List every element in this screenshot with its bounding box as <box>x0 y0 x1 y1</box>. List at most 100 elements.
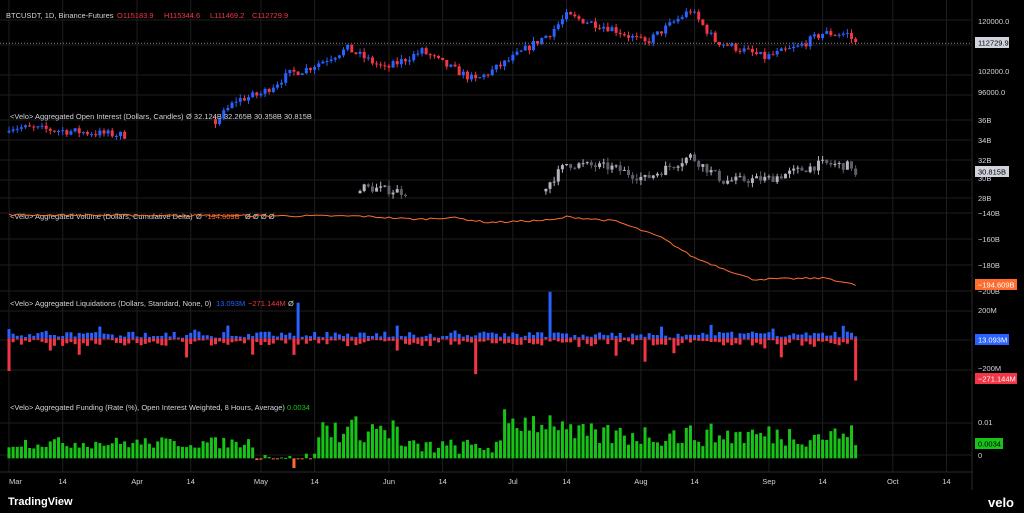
price-candle <box>255 92 259 96</box>
funding-bar <box>556 430 560 459</box>
x-tick-label: 14 <box>187 477 195 486</box>
liq-long-bar <box>441 336 445 339</box>
funding-bar <box>854 445 858 459</box>
footer-bar <box>0 491 1024 513</box>
liq-long-bar <box>346 333 350 339</box>
liq-short-bar <box>24 338 28 341</box>
funding-bar <box>172 440 176 459</box>
x-tick-label: 14 <box>942 477 950 486</box>
liq-short-bar <box>366 338 370 342</box>
liq-short-bar <box>779 338 783 358</box>
liq-long-bar <box>131 331 135 339</box>
funding-bar <box>346 426 350 459</box>
liq-legend-title: <Velo> Aggregated Liquidations (Dollars,… <box>10 299 212 308</box>
oi-last-badge <box>975 166 1009 177</box>
price-candle <box>399 59 403 65</box>
price-candle <box>577 16 581 19</box>
price-candle <box>57 130 61 132</box>
liq-long-bar <box>775 336 779 339</box>
price-candle <box>651 34 655 43</box>
funding-bar <box>358 440 362 459</box>
liq-short-bar <box>176 338 180 340</box>
liq-short-bar <box>48 338 52 351</box>
price-candle <box>841 33 845 35</box>
velo-logo[interactable]: velo <box>987 495 1014 510</box>
liq-short-bar <box>19 338 23 345</box>
liq-long-bar <box>511 332 515 339</box>
liq-long-bar <box>812 333 816 339</box>
liq-short-bar <box>465 338 469 342</box>
price-candle <box>288 69 292 74</box>
funding-bar <box>197 447 201 459</box>
funding-bar <box>7 447 11 459</box>
funding-bar <box>304 453 308 459</box>
price-candle <box>816 34 820 39</box>
liq-short-bar <box>238 338 242 341</box>
funding-bar <box>693 440 697 459</box>
funding-bar <box>478 448 482 459</box>
oi-tick-label: 30B <box>978 174 991 183</box>
liq-long-bar <box>788 335 792 339</box>
liq-short-bar <box>57 338 61 340</box>
price-candle <box>655 31 659 35</box>
price-candle <box>511 54 515 61</box>
funding-bar <box>275 458 279 460</box>
oi-candle <box>721 180 725 184</box>
price-candle <box>441 57 445 60</box>
oi-candle <box>602 162 606 164</box>
funding-bar <box>424 442 428 459</box>
liq-long-bar <box>197 331 201 339</box>
funding-bar <box>457 453 461 459</box>
liq-short-bar <box>660 338 664 345</box>
liq-short-bar <box>767 338 771 341</box>
liq-long-bar <box>515 333 519 339</box>
funding-bar <box>635 441 639 459</box>
liq-short-bar <box>755 338 759 343</box>
liq-long-bar <box>498 336 502 339</box>
price-candle <box>263 88 267 94</box>
liq-short-bar <box>598 338 602 340</box>
price-candle <box>552 28 556 37</box>
cvd-legend-suffix: Ø Ø Ø Ø <box>245 212 275 221</box>
liq-long-bar <box>560 333 564 339</box>
liq-short-bar <box>627 338 630 342</box>
price-candle <box>379 64 383 66</box>
liq-short-bar <box>110 338 114 341</box>
liq-long-bar <box>602 334 606 339</box>
price-candle <box>321 61 325 64</box>
funding-bar <box>618 427 622 459</box>
oi-candle <box>841 162 845 170</box>
funding-bar <box>292 458 296 469</box>
funding-bar <box>209 437 213 459</box>
liq-long-bar <box>829 335 833 339</box>
funding-bar <box>779 439 783 459</box>
funding-bar <box>680 442 684 459</box>
funding-bar <box>796 444 800 459</box>
liq-short-bar <box>701 338 705 341</box>
liq-long-bar <box>308 336 312 339</box>
oi-candle <box>391 192 395 195</box>
liq-long-bar <box>453 330 457 339</box>
liq-short-bar <box>437 338 441 343</box>
liq-short-bar <box>585 338 589 344</box>
funding-bar <box>403 446 407 459</box>
liq-long-bar <box>684 334 688 339</box>
price-candle <box>292 69 296 72</box>
liq-long-bar <box>185 335 189 339</box>
oi-candle <box>697 161 701 167</box>
funding-bar <box>589 423 593 459</box>
price-candle <box>482 74 486 78</box>
price-candle <box>453 64 457 67</box>
tradingview-logo[interactable]: TradingView <box>8 496 73 508</box>
price-last-badge <box>975 37 1009 48</box>
liq-short-bar <box>602 338 606 340</box>
liq-long-bar <box>156 336 160 339</box>
liq-short-bar <box>470 338 474 343</box>
liq-short-bar <box>647 338 651 340</box>
funding-bar <box>143 438 147 459</box>
price-candle <box>717 42 721 45</box>
oi-candle <box>581 163 585 165</box>
liq-long-bar <box>655 335 659 339</box>
liq-long-bar <box>40 332 44 339</box>
